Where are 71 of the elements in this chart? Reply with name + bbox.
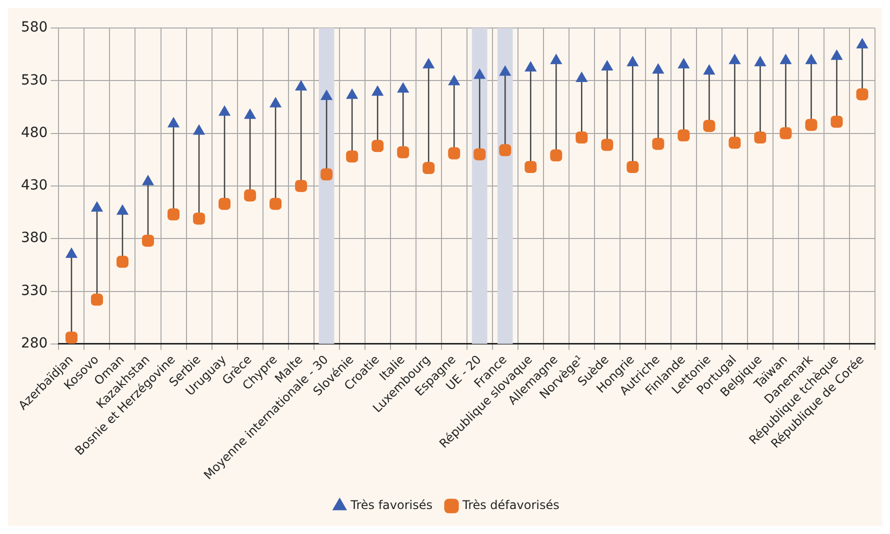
point (703, 64, 716, 75)
point (474, 148, 486, 160)
point (626, 160, 639, 174)
point (576, 72, 588, 82)
point (780, 54, 792, 64)
point (294, 80, 308, 90)
point (448, 147, 460, 160)
point (805, 118, 818, 131)
y-tick-label: 330 (20, 282, 48, 299)
point (218, 105, 231, 116)
point (474, 68, 486, 79)
point (780, 127, 792, 140)
point (422, 58, 435, 68)
point (524, 160, 537, 174)
point (116, 256, 128, 268)
point (397, 82, 410, 93)
point (244, 189, 256, 202)
point (550, 149, 562, 162)
point (678, 58, 690, 68)
y-tick-label: 530 (20, 72, 48, 88)
legend-label: Très favorisés (350, 498, 433, 512)
point (754, 132, 766, 144)
point (142, 174, 154, 186)
point (397, 146, 410, 158)
point (295, 180, 308, 192)
point (65, 332, 78, 344)
point (754, 56, 766, 66)
point (576, 132, 588, 144)
point (499, 144, 512, 156)
point (244, 108, 256, 119)
point (422, 162, 435, 174)
point (90, 294, 103, 306)
legend-label: Très défavorisés (462, 498, 560, 512)
point (192, 124, 206, 135)
point (168, 208, 180, 220)
point (856, 88, 868, 100)
point (320, 89, 333, 100)
point (372, 85, 384, 96)
point (652, 138, 664, 150)
point (728, 136, 741, 149)
point (346, 88, 358, 99)
point (601, 60, 614, 70)
point (372, 140, 384, 152)
point (524, 61, 537, 72)
y-tick-label: 280 (20, 336, 48, 352)
point (269, 96, 282, 108)
point (90, 201, 104, 212)
point (652, 63, 664, 74)
point (703, 120, 716, 132)
point (218, 198, 231, 210)
point (346, 150, 358, 162)
point (805, 54, 818, 64)
y-tick-label: 430 (20, 178, 48, 194)
point (678, 129, 690, 142)
point (601, 138, 614, 151)
y-tick-label: 580 (20, 20, 48, 36)
point (167, 116, 180, 128)
point (626, 56, 639, 66)
point (856, 38, 868, 48)
point (550, 54, 562, 64)
point (193, 212, 206, 225)
point (830, 49, 843, 60)
point (830, 116, 843, 128)
point (728, 54, 741, 64)
y-tick-label: 480 (20, 124, 48, 141)
point (320, 168, 333, 180)
point (448, 74, 460, 86)
point (499, 65, 512, 76)
point (270, 198, 282, 210)
y-tick-label: 380 (20, 230, 48, 246)
point (142, 234, 154, 247)
